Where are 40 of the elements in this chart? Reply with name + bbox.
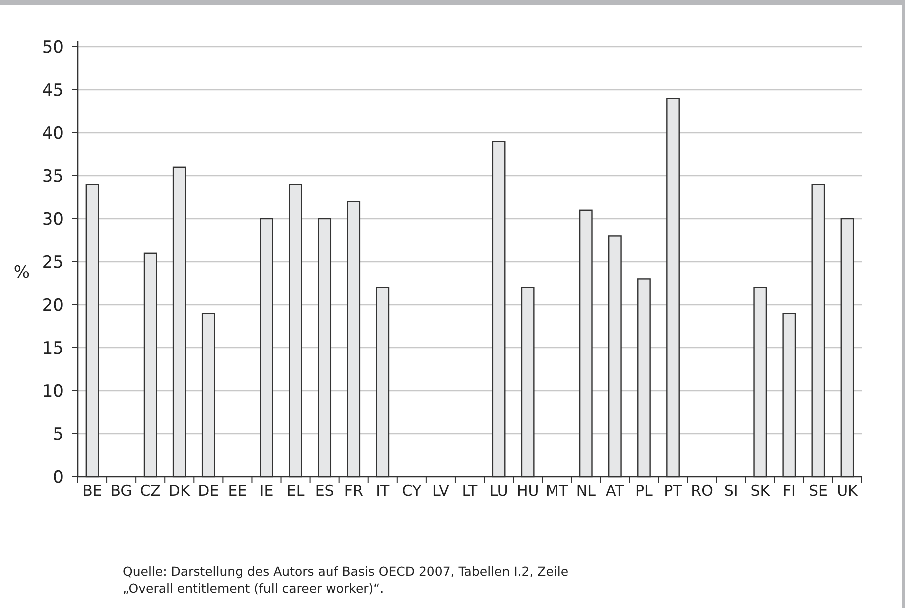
y-tick-label: 20 (42, 296, 64, 316)
x-tick-label: SI (724, 482, 738, 500)
x-tick-label: IE (260, 482, 274, 500)
source-note: Quelle: Darstellung des Autors auf Basis OECD 2007, Tabellen I.2, Zeile „Overall entitlement (full career worker)“. (123, 564, 569, 596)
x-tick-label: HU (516, 482, 540, 500)
x-tick-label: UK (837, 482, 860, 500)
x-tick-label: SK (750, 482, 772, 500)
y-tick-label: 0 (53, 468, 64, 488)
x-tick-label: BE (82, 482, 102, 500)
x-tick-label: FI (782, 482, 796, 500)
y-tick-label: 25 (42, 252, 64, 273)
x-tick-label: FR (344, 482, 364, 500)
x-tick-label: AT (606, 482, 626, 500)
y-tick-label: 35 (42, 166, 64, 187)
x-tick-label: EE (228, 482, 248, 500)
y-tick-label: 45 (42, 80, 64, 101)
y-tick-label: 30 (42, 210, 64, 230)
x-tick-label: CZ (140, 482, 161, 500)
y-tick-label: 10 (42, 382, 64, 402)
x-tick-label: PT (664, 482, 684, 500)
x-tick-label: EL (286, 482, 306, 500)
x-tick-label: LT (462, 482, 479, 500)
x-tick-label: CY (402, 482, 422, 500)
y-tick-label: 5 (53, 424, 64, 445)
y-tick-label: 15 (42, 338, 64, 359)
x-tick-label: RO (691, 482, 714, 500)
x-tick-label: LU (490, 482, 508, 500)
x-tick-label: DE (198, 482, 220, 500)
x-tick-label: MT (546, 482, 569, 500)
x-tick-label: LV (432, 482, 450, 500)
x-tick-label: IT (376, 482, 391, 500)
y-tick-label: 50 (42, 38, 64, 58)
y-tick-label: 40 (42, 124, 64, 144)
y-axis-title: % (14, 262, 30, 283)
x-tick-label: ES (315, 482, 334, 500)
x-tick-label: SE (808, 482, 828, 500)
x-tick-label: DK (168, 482, 192, 500)
x-tick-label: BG (110, 482, 132, 500)
x-tick-label: NL (576, 482, 597, 500)
x-tick-label: PL (636, 482, 654, 500)
